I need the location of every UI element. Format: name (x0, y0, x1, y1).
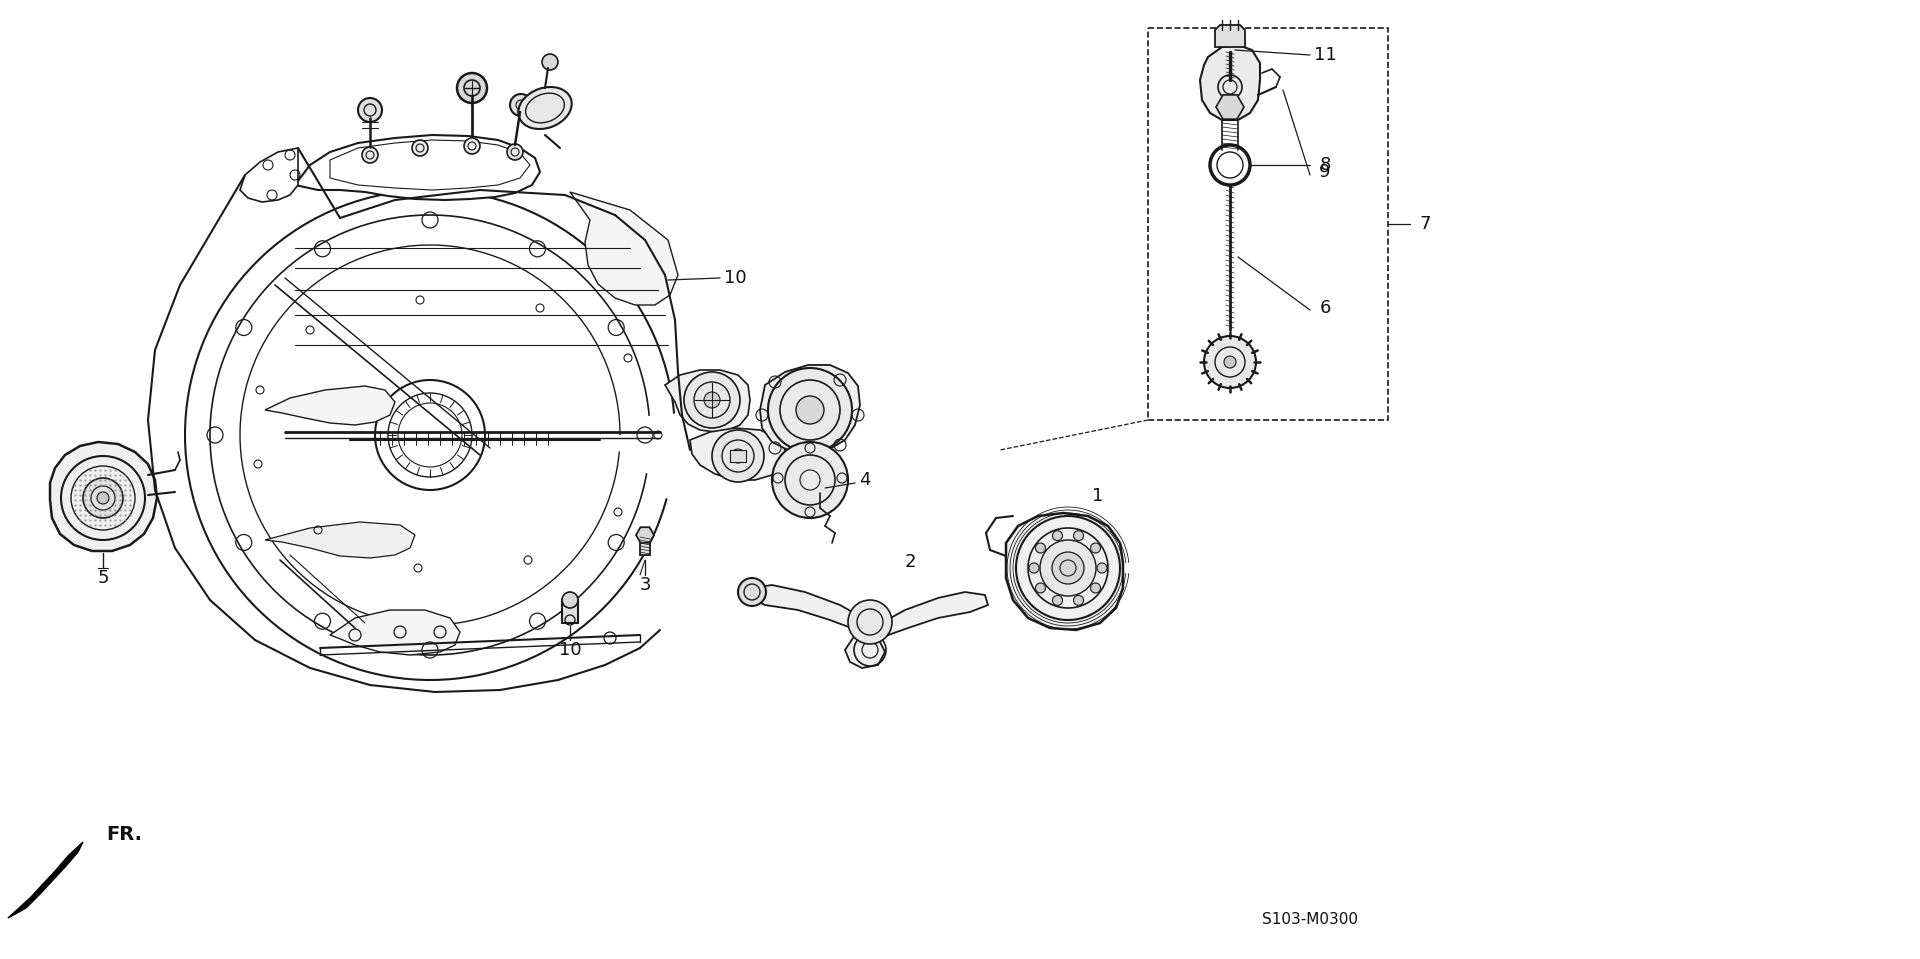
Circle shape (712, 430, 764, 482)
Text: 11: 11 (1313, 46, 1336, 64)
Polygon shape (296, 135, 540, 200)
Ellipse shape (518, 87, 572, 129)
Circle shape (1217, 75, 1242, 99)
Polygon shape (636, 527, 655, 543)
Polygon shape (50, 442, 157, 551)
Circle shape (1035, 543, 1046, 553)
Text: FR.: FR. (106, 826, 142, 845)
Circle shape (1052, 530, 1062, 541)
Text: 2: 2 (904, 553, 916, 571)
Circle shape (849, 600, 893, 644)
Text: S103-M0300: S103-M0300 (1261, 913, 1357, 927)
Circle shape (563, 592, 578, 608)
Text: 7: 7 (1419, 215, 1430, 233)
Circle shape (511, 94, 532, 116)
Circle shape (1204, 336, 1256, 388)
Polygon shape (8, 842, 83, 918)
Text: 4: 4 (860, 471, 872, 489)
Polygon shape (330, 140, 530, 190)
Circle shape (1073, 530, 1083, 541)
Circle shape (797, 396, 824, 424)
Circle shape (768, 368, 852, 452)
Circle shape (1052, 596, 1062, 605)
Circle shape (1029, 563, 1039, 573)
Circle shape (507, 144, 522, 160)
Polygon shape (664, 370, 751, 432)
Polygon shape (877, 592, 989, 638)
Circle shape (357, 98, 382, 122)
Circle shape (1052, 552, 1085, 584)
Polygon shape (570, 192, 678, 305)
Text: 3: 3 (639, 576, 651, 594)
Circle shape (363, 147, 378, 163)
Polygon shape (1200, 45, 1260, 120)
Text: 10: 10 (724, 269, 747, 287)
Polygon shape (265, 522, 415, 558)
Polygon shape (1215, 95, 1244, 119)
Circle shape (465, 138, 480, 154)
Text: 8: 8 (1319, 156, 1331, 174)
Circle shape (772, 442, 849, 518)
Circle shape (83, 478, 123, 518)
Circle shape (1035, 583, 1046, 593)
Text: 5: 5 (98, 569, 109, 587)
Circle shape (457, 73, 488, 103)
Circle shape (413, 140, 428, 156)
Polygon shape (1006, 513, 1123, 630)
Circle shape (1225, 356, 1236, 368)
Circle shape (1096, 563, 1108, 573)
Circle shape (1091, 543, 1100, 553)
Circle shape (1073, 596, 1083, 605)
Circle shape (541, 54, 559, 70)
Circle shape (1041, 540, 1096, 596)
Circle shape (98, 492, 109, 504)
Polygon shape (240, 148, 298, 202)
Polygon shape (563, 600, 578, 623)
Text: 9: 9 (1319, 163, 1331, 181)
Text: 10: 10 (559, 641, 582, 659)
Polygon shape (639, 535, 651, 555)
Polygon shape (1223, 46, 1236, 58)
Circle shape (684, 372, 739, 428)
Polygon shape (751, 585, 870, 632)
Polygon shape (1215, 25, 1244, 47)
Polygon shape (330, 610, 461, 655)
Polygon shape (730, 450, 747, 462)
Circle shape (737, 578, 766, 606)
Polygon shape (760, 365, 860, 453)
Circle shape (1091, 583, 1100, 593)
Text: 6: 6 (1319, 299, 1331, 317)
Circle shape (705, 392, 720, 408)
Text: 1: 1 (1092, 487, 1104, 505)
Polygon shape (845, 620, 885, 668)
Polygon shape (689, 428, 785, 480)
Bar (1148, 28, 1388, 420)
Polygon shape (265, 386, 396, 425)
